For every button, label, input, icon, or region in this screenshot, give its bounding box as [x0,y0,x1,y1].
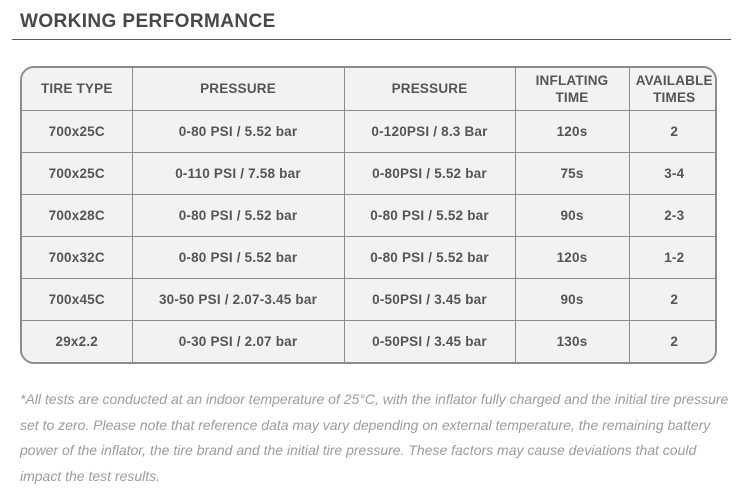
table-cell: 120s [514,235,630,279]
working-performance-table: TIRE TYPE PRESSURE PRESSURE INFLATING TIME A… [20,66,717,364]
page-title: WORKING PERFORMANCE [20,11,276,32]
column-header: PRESSURE [131,68,345,111]
table-cell: 30-50 PSI / 2.07-3.45 bar [131,277,345,321]
table-cell: 700x45C [22,277,133,321]
performance-table: TIRE TYPE PRESSURE PRESSURE INFLATING TIME A… [22,68,715,362]
table-cell: 1-2 [628,235,715,279]
column-header: INFLATING TIME [514,68,630,111]
table-cell: 0-110 PSI / 7.58 bar [131,151,345,195]
table-cell: 2 [628,277,715,321]
table-cell: 0-80 PSI / 5.52 bar [131,109,345,153]
table-row: 700x25C 0-110 PSI / 7.58 bar 0-80PSI / 5.5… [22,151,715,195]
table-cell: 0-50PSI / 3.45 bar [343,319,516,362]
footnote: *All tests are conducted at an indoor te… [20,391,729,484]
table-cell: 0-80 PSI / 5.52 bar [131,193,345,237]
table-cell: 90s [514,277,630,321]
table-row: 29x2.2 0-30 PSI / 2.07 bar 0-50PSI / 3.45 … [22,319,715,362]
table-cell: 0-50PSI / 3.45 bar [343,277,516,321]
table-cell: 90s [514,193,630,237]
table-cell: 130s [514,319,630,362]
column-header: TIRE TYPE [22,68,133,111]
column-header: AVAILABLE TIMES [628,68,715,111]
table-row: 700x32C 0-80 PSI / 5.52 bar 0-80 PSI / 5.5… [22,235,715,279]
table-cell: 2-3 [628,193,715,237]
table-cell: 2 [628,319,715,362]
table-cell: 700x32C [22,235,133,279]
table-cell: 0-120PSI / 8.3 Bar [343,109,516,153]
column-header: PRESSURE [343,68,516,111]
table-row: 700x28C 0-80 PSI / 5.52 bar 0-80 PSI / 5.5… [22,193,715,237]
table-cell: 0-80PSI / 5.52 bar [343,151,516,195]
table-cell: 700x28C [22,193,133,237]
table-header-row: TIRE TYPE PRESSURE PRESSURE INFLATING TIME A… [22,68,715,111]
table-cell: 0-80 PSI / 5.52 bar [343,235,516,279]
table-cell: 0-80 PSI / 5.52 bar [343,193,516,237]
table-cell: 0-80 PSI / 5.52 bar [131,235,345,279]
table-cell: 0-30 PSI / 2.07 bar [131,319,345,362]
title-divider [12,39,731,40]
table-cell: 700x25C [22,109,133,153]
table-row: 700x25C 0-80 PSI / 5.52 bar 0-120PSI / 8.3… [22,109,715,153]
table-cell: 3-4 [628,151,715,195]
table-cell: 120s [514,109,630,153]
table-cell: 2 [628,109,715,153]
table-row: 700x45C 30-50 PSI / 2.07-3.45 bar 0-50PSI … [22,277,715,321]
page: WORKING PERFORMANCE TIRE TYPE PRESSURE PRE… [0,11,739,484]
table-cell: 75s [514,151,630,195]
table-cell: 29x2.2 [22,319,133,362]
table-cell: 700x25C [22,151,133,195]
